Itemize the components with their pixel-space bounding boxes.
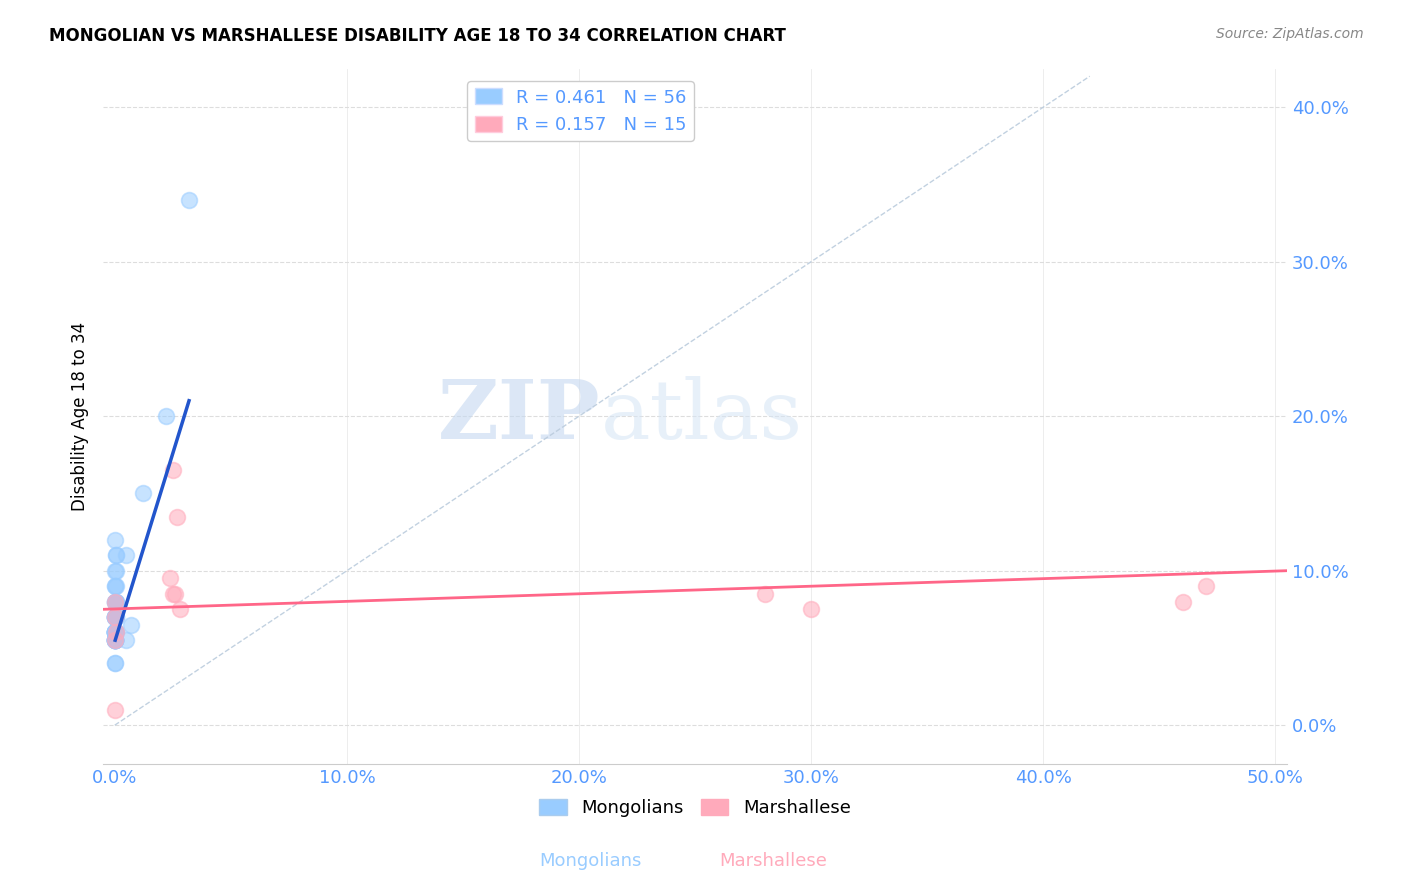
Point bbox=[104, 610, 127, 624]
Point bbox=[104, 633, 127, 648]
Point bbox=[104, 633, 127, 648]
Point bbox=[104, 594, 127, 608]
Point bbox=[115, 633, 138, 648]
Point bbox=[104, 610, 127, 624]
Text: Mongolians: Mongolians bbox=[540, 852, 641, 870]
Point bbox=[104, 564, 127, 578]
Point bbox=[104, 625, 127, 640]
Point bbox=[754, 587, 776, 601]
Point bbox=[104, 610, 127, 624]
Point bbox=[104, 625, 127, 640]
Point bbox=[104, 594, 127, 608]
Point bbox=[104, 594, 127, 608]
Point bbox=[104, 625, 127, 640]
Point bbox=[104, 633, 127, 648]
Point bbox=[115, 548, 138, 562]
Point bbox=[162, 587, 184, 601]
Point bbox=[104, 610, 127, 624]
Legend: Mongolians, Marshallese: Mongolians, Marshallese bbox=[533, 791, 858, 824]
Point bbox=[104, 633, 127, 648]
Point bbox=[104, 633, 127, 648]
Y-axis label: Disability Age 18 to 34: Disability Age 18 to 34 bbox=[72, 322, 89, 511]
Point bbox=[104, 610, 127, 624]
Point bbox=[104, 610, 127, 624]
Point bbox=[159, 571, 181, 585]
Point bbox=[104, 625, 127, 640]
Point bbox=[104, 633, 127, 648]
Point bbox=[104, 625, 127, 640]
Point bbox=[104, 703, 127, 717]
Text: ZIP: ZIP bbox=[437, 376, 600, 456]
Point bbox=[104, 594, 127, 608]
Point bbox=[104, 625, 127, 640]
Point bbox=[104, 610, 127, 624]
Point bbox=[104, 594, 127, 608]
Point bbox=[104, 657, 127, 671]
Point bbox=[104, 625, 127, 640]
Point bbox=[104, 625, 127, 640]
Text: Source: ZipAtlas.com: Source: ZipAtlas.com bbox=[1216, 27, 1364, 41]
Point bbox=[169, 602, 191, 616]
Point bbox=[104, 633, 127, 648]
Point bbox=[104, 579, 127, 593]
Point bbox=[104, 633, 127, 648]
Point bbox=[104, 610, 127, 624]
Point bbox=[104, 594, 127, 608]
Point bbox=[104, 657, 127, 671]
Point bbox=[104, 548, 127, 562]
Point bbox=[104, 594, 127, 608]
Text: atlas: atlas bbox=[600, 376, 803, 456]
Point bbox=[120, 617, 142, 632]
Point bbox=[166, 509, 188, 524]
Point bbox=[104, 610, 127, 624]
Text: MONGOLIAN VS MARSHALLESE DISABILITY AGE 18 TO 34 CORRELATION CHART: MONGOLIAN VS MARSHALLESE DISABILITY AGE … bbox=[49, 27, 786, 45]
Point bbox=[104, 633, 127, 648]
Point bbox=[104, 633, 127, 648]
Point bbox=[104, 625, 127, 640]
Point bbox=[104, 533, 127, 547]
Point bbox=[1195, 579, 1218, 593]
Point bbox=[162, 463, 184, 477]
Point bbox=[104, 633, 127, 648]
Point bbox=[104, 625, 127, 640]
Point bbox=[104, 610, 127, 624]
Point bbox=[104, 633, 127, 648]
Point bbox=[1171, 594, 1194, 608]
Point bbox=[131, 486, 153, 500]
Point bbox=[104, 625, 127, 640]
Point bbox=[177, 193, 200, 207]
Text: Marshallese: Marshallese bbox=[720, 852, 827, 870]
Point bbox=[104, 579, 127, 593]
Point bbox=[104, 610, 127, 624]
Point bbox=[165, 587, 187, 601]
Point bbox=[104, 564, 127, 578]
Point bbox=[104, 625, 127, 640]
Point bbox=[104, 548, 127, 562]
Point bbox=[104, 579, 127, 593]
Point bbox=[800, 602, 823, 616]
Point bbox=[104, 625, 127, 640]
Point bbox=[104, 625, 127, 640]
Point bbox=[155, 409, 177, 424]
